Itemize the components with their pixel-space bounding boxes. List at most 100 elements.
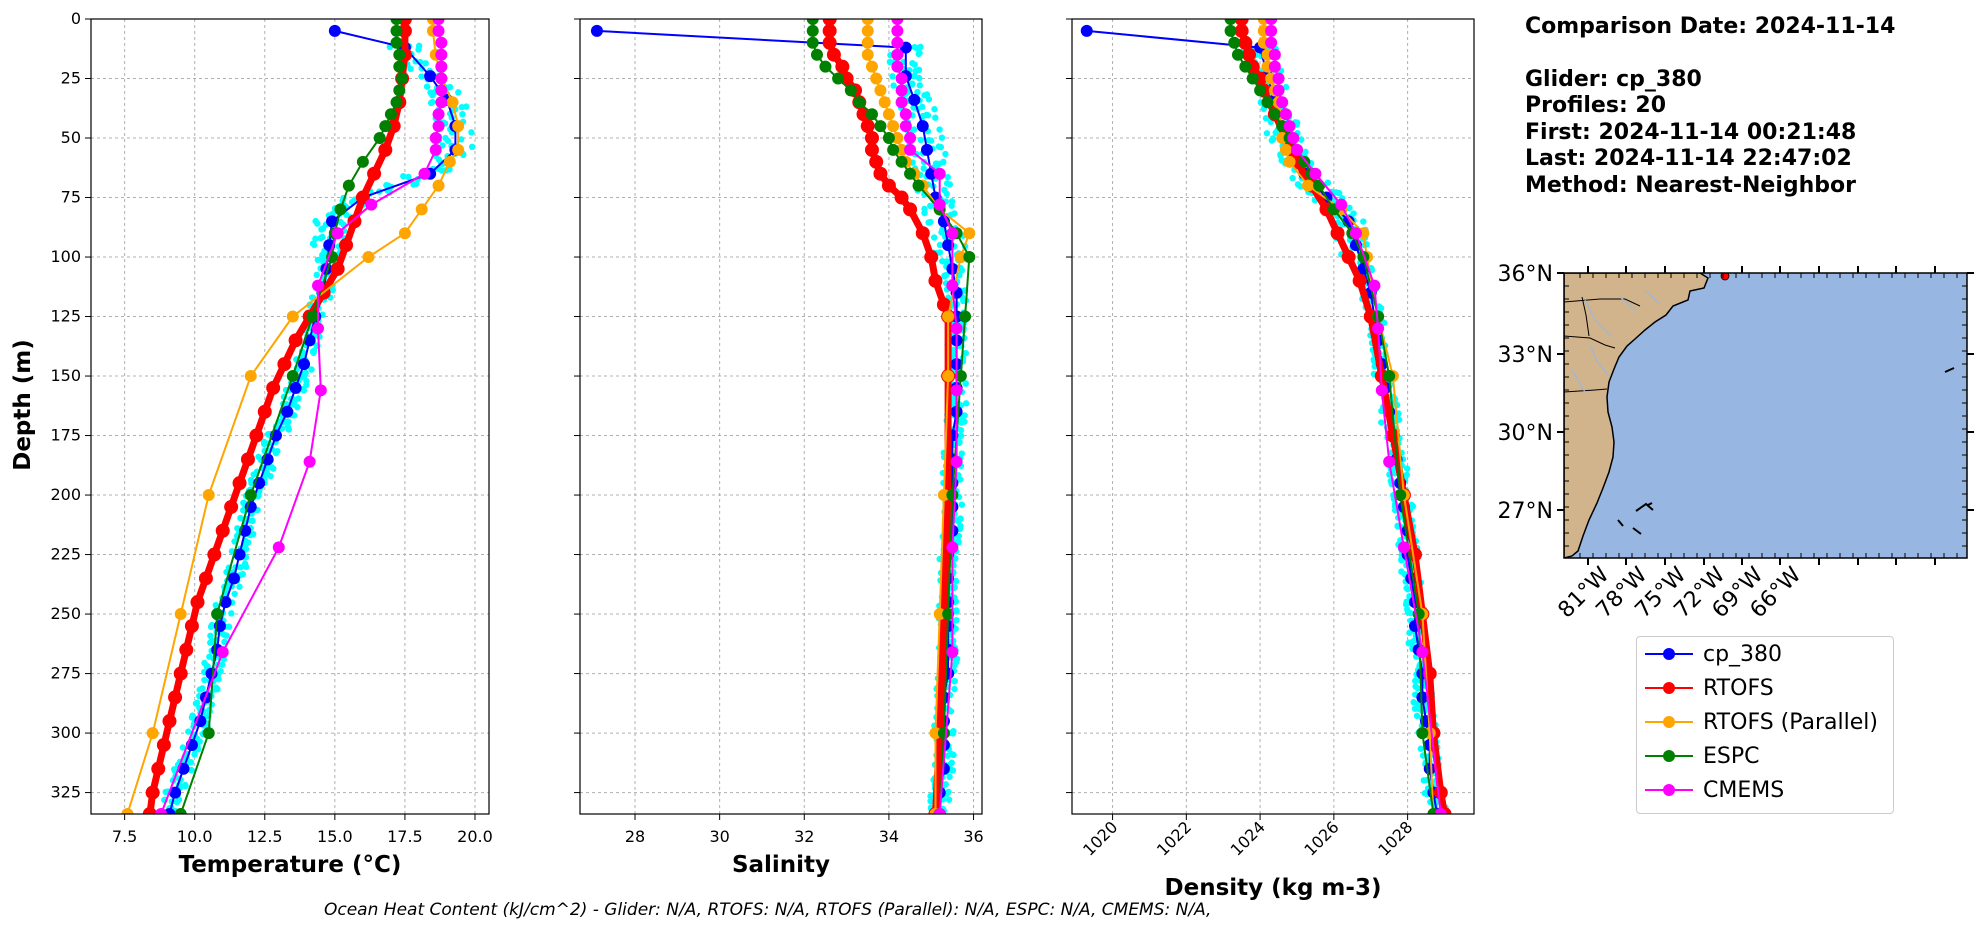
series-point	[244, 489, 257, 502]
density-panel: 1020 1022 1024 1026 1028 Density (kg m-3)	[1066, 18, 1475, 901]
series-point	[151, 761, 166, 776]
x-tick-label: 10.0	[177, 827, 213, 846]
raw-profile-point	[950, 751, 957, 759]
series-point	[1272, 84, 1285, 97]
raw-profile-point	[957, 522, 964, 530]
series-point	[891, 132, 904, 145]
series-point	[920, 143, 933, 156]
raw-profile-point	[231, 590, 238, 598]
series-point	[257, 404, 272, 419]
series-point	[942, 608, 955, 621]
series-point	[155, 808, 168, 814]
raw-profile-point	[945, 788, 952, 796]
series-point	[895, 72, 908, 85]
raw-profile-point	[221, 632, 229, 639]
axes-frame	[1071, 18, 1475, 815]
raw-profile-point	[212, 601, 220, 609]
raw-profile-point	[418, 73, 425, 80]
series-point	[266, 380, 281, 395]
raw-profile-point	[911, 72, 918, 80]
raw-profile-point	[245, 539, 252, 546]
series-point	[303, 334, 316, 347]
raw-profile-point	[936, 126, 943, 133]
series-point	[865, 108, 878, 121]
raw-profile-point	[435, 156, 443, 163]
series-point	[891, 60, 904, 73]
raw-profile-point	[201, 676, 208, 684]
raw-profile-point	[405, 173, 412, 181]
series-point	[832, 72, 845, 85]
raw-profile-point	[429, 98, 436, 106]
raw-profile-point	[429, 91, 436, 99]
raw-profile-point	[313, 271, 320, 279]
raw-profile-point	[179, 744, 187, 751]
legend-item-cp380: cp_380	[1645, 639, 1782, 669]
series-point	[390, 19, 403, 25]
series-point	[184, 618, 199, 633]
series-point	[202, 727, 215, 740]
series-point	[826, 47, 841, 62]
raw-profile-point	[1406, 629, 1413, 636]
series-point	[942, 310, 955, 323]
axes-frame	[579, 18, 983, 815]
raw-profile-point	[241, 560, 249, 567]
raw-profile-point	[936, 241, 944, 249]
temperature-panel: 0 25 50 75 100 125 150 175 200 225 250 275 300 325 7.5…	[50, 9, 492, 878]
y-tick-label: 200	[50, 485, 81, 504]
series-point	[1290, 143, 1303, 156]
raw-profile-point	[931, 234, 938, 241]
raw-profile-point	[221, 638, 228, 646]
raw-profile-point	[1411, 677, 1419, 685]
legend-label: ESPC	[1703, 743, 1760, 769]
series-point	[822, 19, 837, 26]
series-point	[314, 384, 327, 397]
x-tick-label: 36	[963, 827, 983, 846]
raw-profile-point	[1378, 419, 1385, 426]
raw-profile-point	[171, 766, 178, 773]
raw-profile-point	[909, 80, 916, 87]
glider-name: Glider: cp_380	[1525, 66, 1702, 92]
raw-profile-point	[946, 773, 953, 781]
raw-profile-point	[909, 60, 916, 67]
depth-axis-label: Depth (m)	[10, 339, 36, 471]
series-point	[306, 310, 319, 323]
raw-profile-point	[196, 686, 203, 693]
series-point	[1385, 428, 1400, 443]
raw-profile-point	[459, 110, 466, 118]
raw-profile-point	[949, 730, 957, 737]
series-point	[142, 807, 157, 814]
raw-profile-point	[189, 712, 196, 719]
map-lat-label: 27°N	[1498, 499, 1553, 524]
series-point	[954, 370, 967, 383]
raw-profile-point	[1324, 179, 1332, 186]
raw-profile-point	[423, 83, 431, 90]
series-point	[312, 279, 325, 292]
series-point	[924, 250, 939, 265]
series-point	[899, 120, 912, 133]
raw-profile-point	[915, 74, 923, 82]
raw-profile-point	[255, 492, 262, 500]
raw-profile-point	[1282, 83, 1290, 91]
series-point	[435, 72, 448, 85]
series-point	[946, 489, 959, 502]
raw-profile-point	[1272, 129, 1279, 136]
raw-profile-point	[463, 103, 470, 110]
raw-profile-point	[1403, 471, 1410, 479]
raw-profile-point	[938, 134, 946, 141]
raw-profile-point	[418, 65, 425, 72]
series-point	[950, 322, 963, 335]
series-point	[1265, 24, 1278, 37]
salinity-axis-label: Salinity	[732, 852, 830, 878]
series-point	[915, 226, 930, 241]
raw-profile-point	[936, 249, 944, 256]
series-point	[1416, 691, 1429, 704]
y-tick-label: 0	[71, 9, 81, 28]
series-point	[1341, 250, 1356, 265]
series-point	[211, 608, 224, 621]
series-point	[1375, 384, 1388, 397]
legend-item-espc: ESPC	[1645, 741, 1760, 771]
series-point	[861, 24, 874, 37]
series-point	[874, 120, 887, 133]
density-axis-label: Density (kg m-3)	[1165, 875, 1382, 901]
raw-profile-point	[207, 632, 214, 640]
